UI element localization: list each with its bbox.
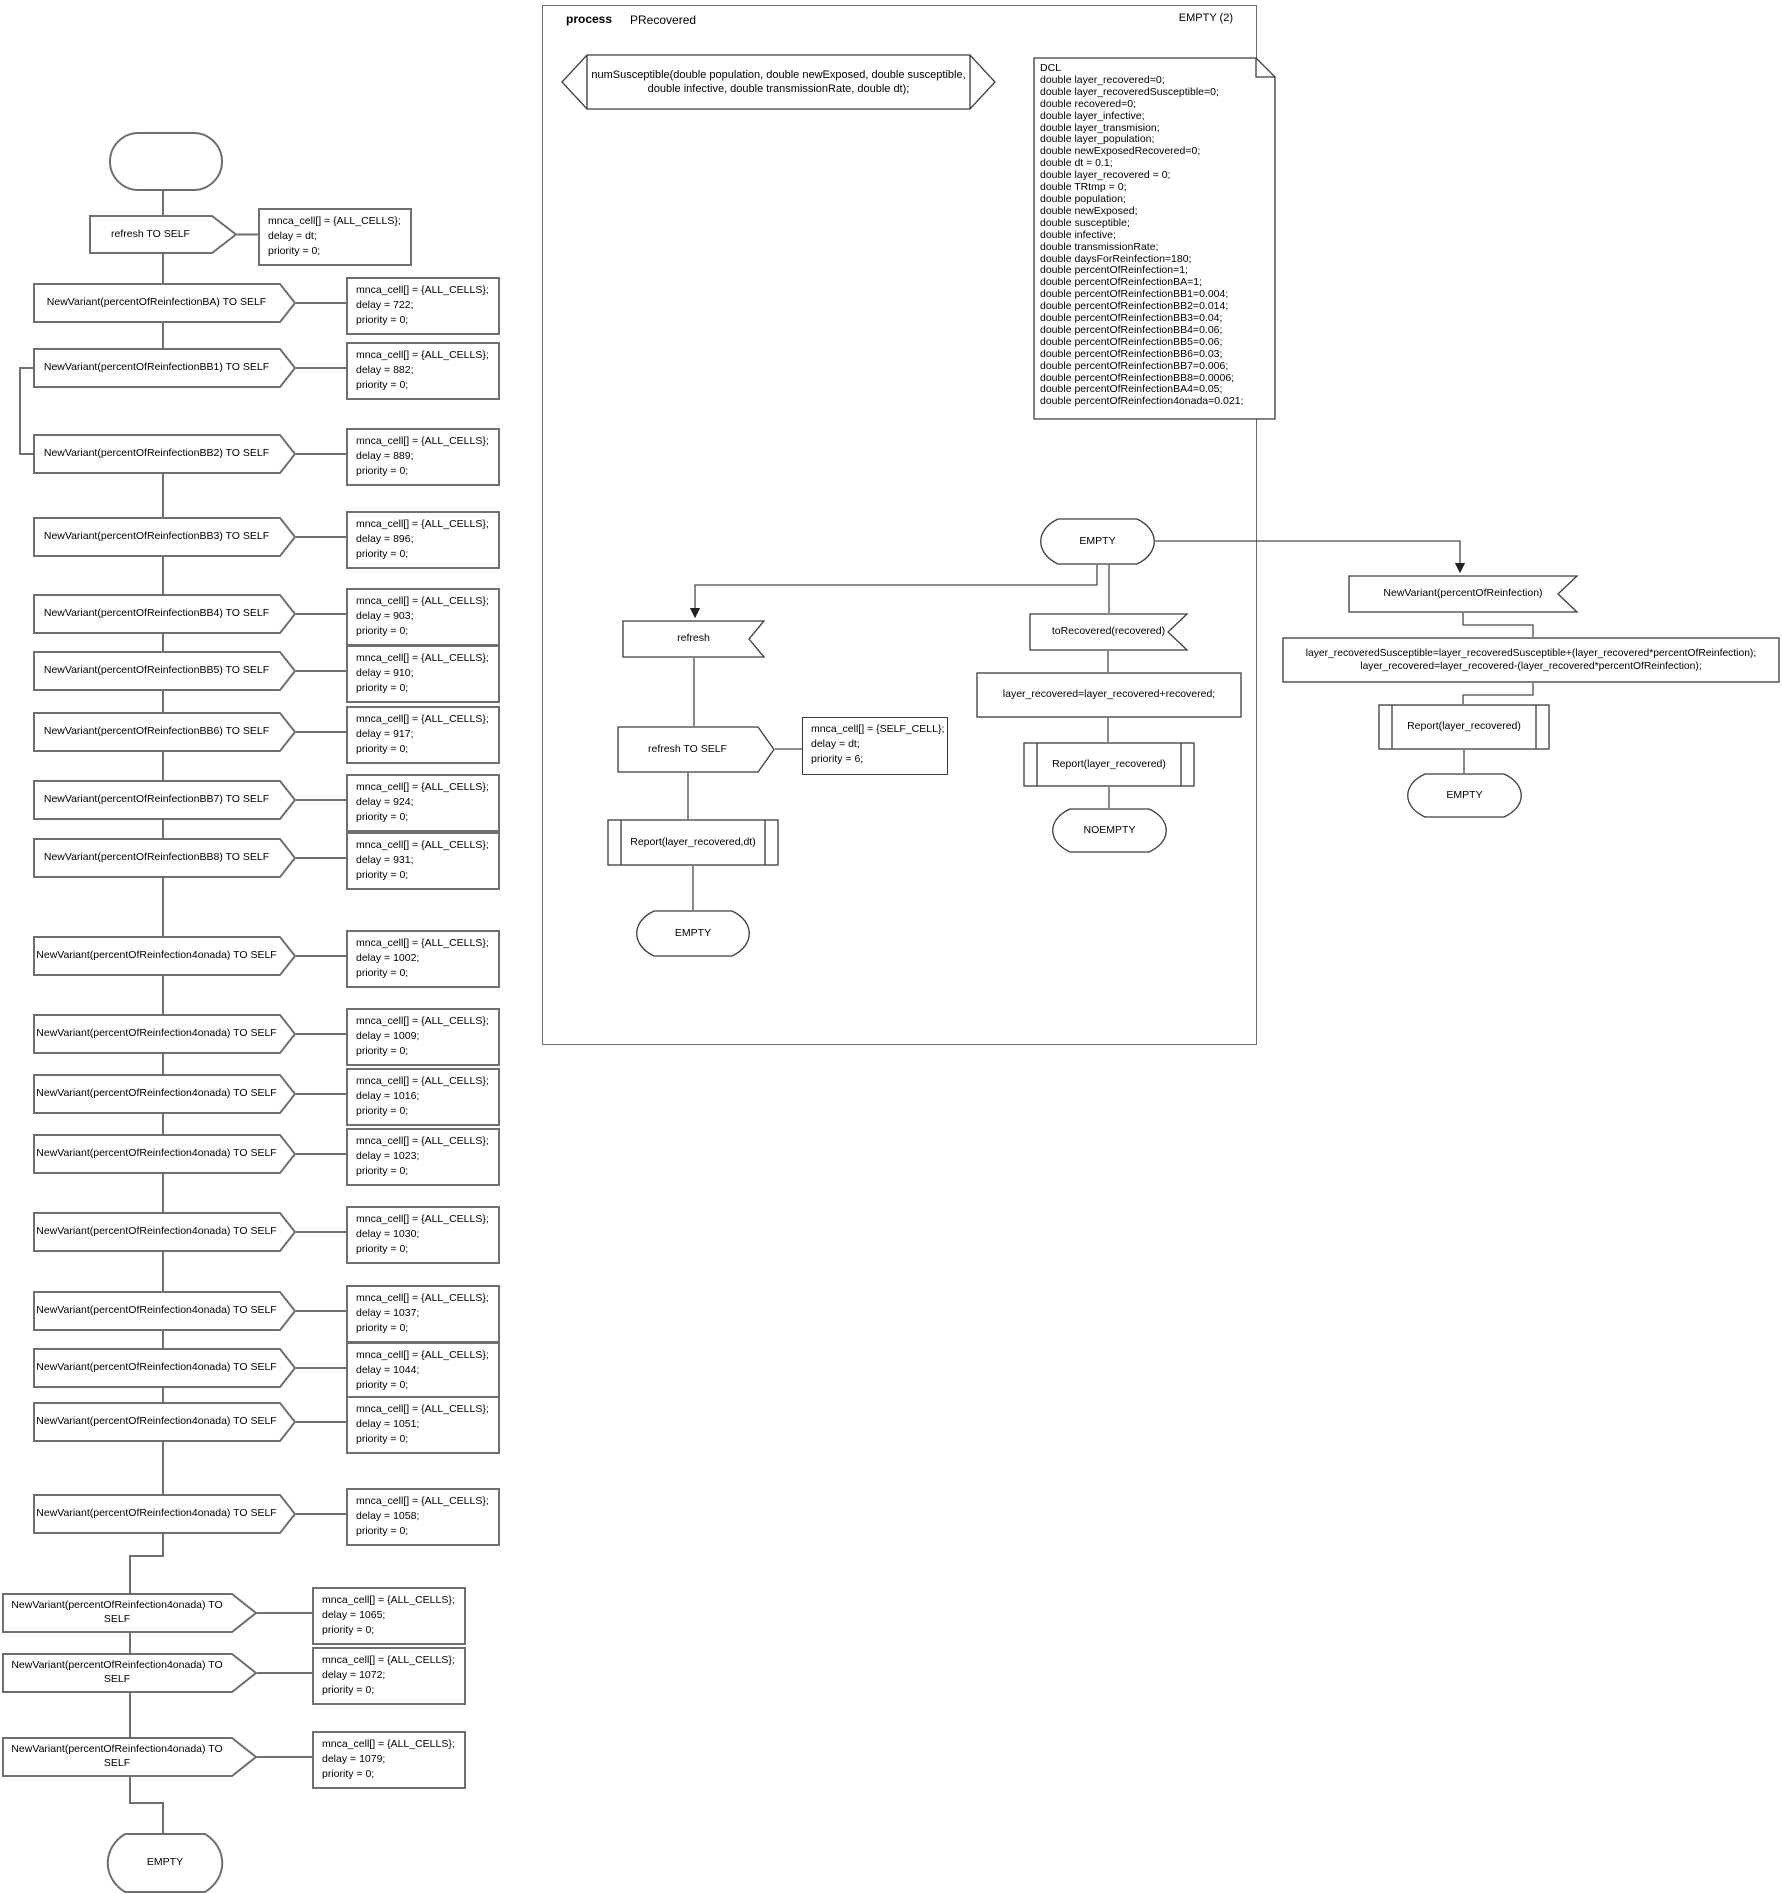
comment-box[interactable]: mnca_cell[] = {ALL_CELLS}; delay = 1044;… bbox=[346, 1342, 500, 1400]
send-symbol[interactable]: NewVariant(percentOfReinfectionBB4) TO S… bbox=[33, 594, 297, 634]
comment-box[interactable]: mnca_cell[] = {ALL_CELLS}; delay = 1051;… bbox=[346, 1396, 500, 1454]
send-symbol[interactable]: NewVariant(percentOfReinfection4onada) T… bbox=[33, 1074, 297, 1114]
state-empty-main[interactable]: EMPTY bbox=[1040, 518, 1155, 565]
comment-box[interactable]: mnca_cell[] = {ALL_CELLS}; delay = 1058;… bbox=[346, 1488, 500, 1546]
input-refresh[interactable]: refresh bbox=[622, 620, 766, 658]
procedure-report-right[interactable]: Report(layer_recovered) bbox=[1378, 704, 1550, 750]
comment-box[interactable]: mnca_cell[] = {ALL_CELLS}; delay = 1023;… bbox=[346, 1128, 500, 1186]
send-symbol[interactable]: NewVariant(percentOfReinfection4onada) T… bbox=[33, 1402, 297, 1442]
send-symbol[interactable]: NewVariant(percentOfReinfectionBB5) TO S… bbox=[33, 651, 297, 691]
comment-box[interactable]: mnca_cell[] = {ALL_CELLS}; delay = 1009;… bbox=[346, 1008, 500, 1066]
state-empty-left[interactable]: EMPTY bbox=[636, 910, 750, 957]
dcl-text-symbol[interactable]: DCL double layer_recovered=0; double lay… bbox=[1033, 57, 1276, 420]
comment-box[interactable]: mnca_cell[] = {ALL_CELLS}; delay = dt; p… bbox=[258, 208, 412, 266]
send-symbol[interactable]: NewVariant(percentOfReinfection4onada) T… bbox=[33, 936, 297, 976]
send-symbol[interactable]: NewVariant(percentOfReinfectionBB8) TO S… bbox=[33, 838, 297, 878]
state-empty-chain-end[interactable]: EMPTY bbox=[106, 1833, 224, 1893]
comment-box[interactable]: mnca_cell[] = {ALL_CELLS}; delay = 1016;… bbox=[346, 1068, 500, 1126]
send-symbol[interactable]: NewVariant(percentOfReinfection4onada) T… bbox=[2, 1737, 258, 1777]
comment-box[interactable]: mnca_cell[] = {ALL_CELLS}; delay = 910; … bbox=[346, 645, 500, 703]
input-torecovered[interactable]: toRecovered(recovered) bbox=[1029, 613, 1189, 651]
comment-box[interactable]: mnca_cell[] = {ALL_CELLS}; delay = 1065;… bbox=[312, 1587, 466, 1645]
send-symbol[interactable]: NewVariant(percentOfReinfectionBB3) TO S… bbox=[33, 517, 297, 557]
send-symbol[interactable]: NewVariant(percentOfReinfectionBB2) TO S… bbox=[33, 434, 297, 474]
procedure-signature-symbol[interactable]: numSusceptible(double population, double… bbox=[561, 54, 996, 110]
comment-box[interactable]: mnca_cell[] = {ALL_CELLS}; delay = 1037;… bbox=[346, 1285, 500, 1343]
process-name: PRecovered bbox=[630, 13, 697, 27]
send-symbol[interactable]: NewVariant(percentOfReinfection4onada) T… bbox=[33, 1348, 297, 1388]
task-reinfection[interactable]: layer_recoveredSusceptible=layer_recover… bbox=[1282, 637, 1780, 683]
comment-box[interactable]: mnca_cell[] = {ALL_CELLS}; delay = 889; … bbox=[346, 428, 500, 486]
send-symbol[interactable]: NewVariant(percentOfReinfectionBB1) TO S… bbox=[33, 348, 297, 388]
procedure-report-dt[interactable]: Report(layer_recovered,dt) bbox=[607, 819, 779, 866]
comment-box[interactable]: mnca_cell[] = {ALL_CELLS}; delay = 1072;… bbox=[312, 1647, 466, 1705]
comment-box[interactable]: mnca_cell[] = {ALL_CELLS}; delay = 903; … bbox=[346, 588, 500, 646]
send-symbol[interactable]: NewVariant(percentOfReinfection4onada) T… bbox=[2, 1653, 258, 1693]
comment-box[interactable]: mnca_cell[] = {ALL_CELLS}; delay = 896; … bbox=[346, 511, 500, 569]
start-symbol[interactable] bbox=[109, 132, 223, 191]
procedure-report-mid[interactable]: Report(layer_recovered) bbox=[1023, 742, 1195, 787]
input-newvariant[interactable]: NewVariant(percentOfReinfection) bbox=[1348, 575, 1579, 613]
task-add-recovered[interactable]: layer_recovered=layer_recovered+recovere… bbox=[976, 672, 1242, 718]
send-symbol[interactable]: refresh TO SELF bbox=[89, 215, 238, 254]
comment-box[interactable]: mnca_cell[] = {ALL_CELLS}; delay = 882; … bbox=[346, 342, 500, 400]
send-symbol[interactable]: NewVariant(percentOfReinfection4onada) T… bbox=[2, 1593, 258, 1633]
comment-box[interactable]: mnca_cell[] = {ALL_CELLS}; delay = 722; … bbox=[346, 277, 500, 335]
send-symbol[interactable]: NewVariant(percentOfReinfection4onada) T… bbox=[33, 1014, 297, 1054]
output-refresh-to-self[interactable]: refresh TO SELF bbox=[617, 726, 775, 773]
send-symbol[interactable]: NewVariant(percentOfReinfectionBB7) TO S… bbox=[33, 780, 297, 820]
send-symbol[interactable]: NewVariant(percentOfReinfectionBB6) TO S… bbox=[33, 712, 297, 752]
send-symbol[interactable]: NewVariant(percentOfReinfection4onada) T… bbox=[33, 1291, 297, 1331]
send-symbol[interactable]: NewVariant(percentOfReinfection4onada) T… bbox=[33, 1134, 297, 1174]
comment-box[interactable]: mnca_cell[] = {ALL_CELLS}; delay = 924; … bbox=[346, 774, 500, 832]
comment-box[interactable]: mnca_cell[] = {ALL_CELLS}; delay = 1030;… bbox=[346, 1206, 500, 1264]
send-symbol[interactable]: NewVariant(percentOfReinfection4onada) T… bbox=[33, 1494, 297, 1534]
send-symbol[interactable]: NewVariant(percentOfReinfection4onada) T… bbox=[33, 1212, 297, 1252]
send-symbol[interactable]: NewVariant(percentOfReinfectionBA) TO SE… bbox=[33, 283, 297, 323]
comment-box[interactable]: mnca_cell[] = {ALL_CELLS}; delay = 1079;… bbox=[312, 1731, 466, 1789]
state-empty-right[interactable]: EMPTY bbox=[1407, 773, 1522, 818]
comment-box[interactable]: mnca_cell[] = {ALL_CELLS}; delay = 1002;… bbox=[346, 930, 500, 988]
state-noempty[interactable]: NOEMPTY bbox=[1052, 808, 1167, 853]
page-label: EMPTY (2) bbox=[1178, 12, 1233, 24]
comment-box[interactable]: mnca_cell[] = {ALL_CELLS}; delay = 917; … bbox=[346, 706, 500, 764]
process-keyword: process bbox=[566, 12, 613, 26]
comment-refresh-self[interactable]: mnca_cell[] = {SELF_CELL}; delay = dt; p… bbox=[802, 717, 948, 775]
comment-box[interactable]: mnca_cell[] = {ALL_CELLS}; delay = 931; … bbox=[346, 832, 500, 890]
